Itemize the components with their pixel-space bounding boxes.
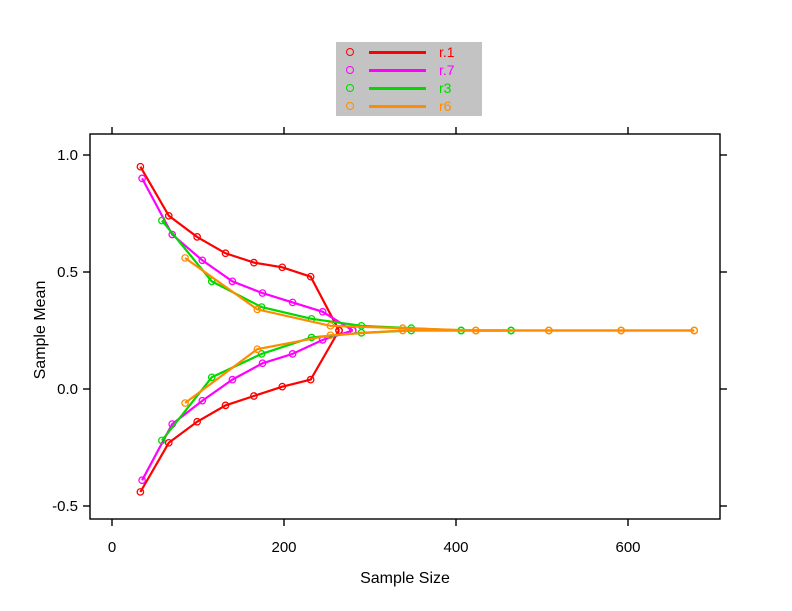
y-tick-label: 0.5: [57, 264, 78, 281]
legend: r.1 r.7 r3 r6: [336, 42, 482, 116]
series-r.1-marker: [136, 162, 145, 171]
series-r.7-marker: [198, 396, 207, 405]
series-r.7-marker: [198, 256, 207, 265]
series-r.7-marker: [288, 298, 297, 307]
series-r.1-marker: [278, 382, 287, 391]
series-r.7-marker: [258, 289, 267, 297]
series-r6-marker: [181, 399, 189, 407]
series-r3-lower-line: [161, 329, 511, 442]
legend-open-circle-icon: [346, 102, 354, 110]
series-r6-marker: [253, 305, 262, 314]
y-tick-label: 1.0: [57, 147, 78, 164]
series-r.1-marker: [306, 272, 315, 281]
series-r.1-marker: [221, 249, 230, 258]
series-r.7-marker: [318, 307, 327, 316]
series-r3-upper-line: [161, 219, 511, 332]
legend-open-circle-icon: [346, 48, 354, 56]
series-r6-marker: [690, 326, 699, 335]
series-r.7-lower-line: [141, 329, 354, 481]
series-r.1-marker: [221, 401, 230, 410]
series-r.1-marker: [164, 211, 173, 220]
legend-line-sample: [369, 86, 426, 90]
x-tick-label: 200: [271, 539, 296, 556]
series-r.1-marker: [193, 233, 201, 241]
series-r6-marker: [471, 326, 480, 335]
series-r6-marker: [398, 324, 407, 333]
x-tick-label: 0: [108, 539, 116, 556]
series-r.1-marker: [278, 263, 287, 272]
series-r.1-lower-line: [139, 329, 340, 493]
series-r6-marker: [326, 321, 335, 330]
legend-line-sample: [369, 68, 426, 72]
series-r.7-upper-line: [141, 177, 354, 332]
series-r3-marker: [257, 350, 266, 358]
x-tick-label: 600: [615, 539, 640, 556]
plot-box: [89, 133, 721, 520]
legend-entry-r.7: r.7: [336, 63, 482, 77]
series-r6-marker: [617, 326, 625, 335]
series-r.1-marker: [306, 375, 315, 384]
series-r3-marker: [207, 373, 216, 382]
series-r.7-marker: [228, 375, 237, 384]
series-r6-upper-line: [184, 257, 695, 332]
legend-label: r.1: [439, 44, 455, 60]
series-r6-marker: [253, 345, 262, 354]
series-r.7-marker: [138, 476, 146, 485]
y-axis-title: Sample Mean: [32, 281, 49, 380]
chart-generated-content: 0 200 400 600 1.0 0.5 0.0 -0.5: [52, 127, 727, 556]
series-r.7-marker: [288, 350, 297, 358]
series-r6-marker: [181, 254, 189, 262]
legend-label: r3: [439, 80, 452, 96]
series-r.7-marker: [258, 359, 267, 368]
legend-line-sample: [369, 104, 426, 108]
series-r.1-marker: [136, 488, 145, 496]
x-axis-title: Sample Size: [360, 570, 450, 587]
series-r6-marker: [326, 331, 335, 340]
y-tick-label: 0.0: [57, 381, 78, 398]
series-r.1-upper-line: [139, 166, 340, 332]
series-r6-lower-line: [184, 329, 695, 404]
legend-open-circle-icon: [346, 66, 354, 74]
series-r.1-marker: [250, 392, 258, 400]
legend-label: r6: [439, 98, 452, 114]
series-r.1-marker: [250, 258, 258, 267]
series-r3-marker: [158, 436, 166, 445]
series-r.1-marker: [164, 438, 173, 447]
series-r.7-marker: [228, 277, 237, 286]
series-r6-marker: [398, 326, 407, 335]
series-r.1-marker: [193, 417, 201, 426]
legend-entry-r3: r3: [336, 81, 482, 95]
legend-line-sample: [369, 50, 426, 54]
x-tick-label: 400: [443, 539, 468, 556]
series-r.7-marker: [138, 174, 146, 183]
legend-entry-r.1: r.1: [336, 45, 482, 59]
legend-open-circle-icon: [346, 84, 354, 92]
legend-label: r.7: [439, 62, 455, 78]
legend-entry-r6: r6: [336, 99, 482, 113]
y-tick-label: -0.5: [52, 498, 78, 515]
series-r6-marker: [545, 326, 553, 335]
series-r3-marker: [158, 216, 166, 225]
